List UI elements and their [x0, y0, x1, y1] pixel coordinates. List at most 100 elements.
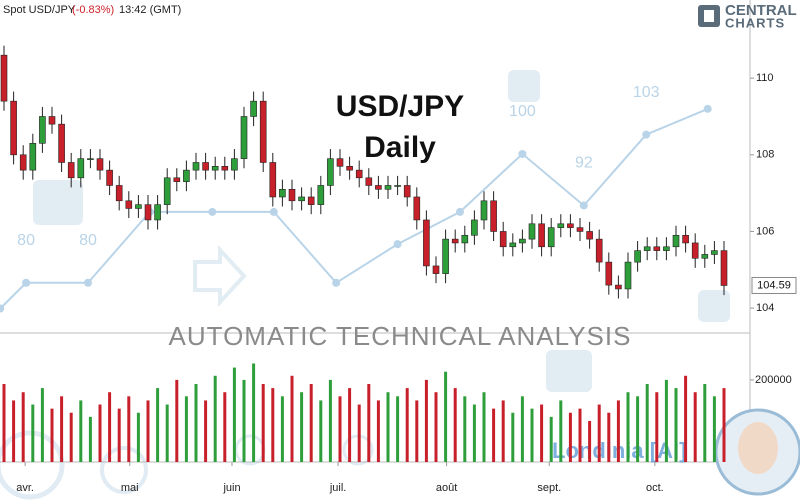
- candle-body: [595, 238, 603, 263]
- volume-bar: [405, 388, 409, 462]
- candle-body: [643, 246, 651, 251]
- indicator-point: [84, 278, 92, 287]
- volume-bar: [492, 408, 496, 462]
- volume-bar: [156, 388, 160, 462]
- candle-body: [720, 250, 728, 286]
- candle-body: [29, 143, 37, 171]
- volume-bar: [396, 396, 400, 462]
- icon: [33, 180, 83, 225]
- avatar-face: [738, 422, 778, 474]
- volume-bar: [616, 400, 620, 462]
- candle-body: [346, 166, 353, 171]
- volume-bar: [280, 396, 284, 462]
- candle-body: [163, 177, 171, 205]
- candle-body: [106, 169, 113, 186]
- candle-body: [403, 185, 411, 198]
- volume-bar: [626, 392, 630, 462]
- volume-bar: [204, 400, 208, 462]
- candle-body: [279, 189, 286, 198]
- candle-body: [307, 196, 315, 205]
- x-tick-label: mai: [121, 482, 139, 494]
- y-tick-label: 106: [756, 225, 774, 237]
- candle-body: [183, 169, 190, 182]
- icon: [546, 350, 592, 392]
- volume-bar: [69, 412, 73, 462]
- volume-bar: [607, 412, 611, 462]
- candle-body: [250, 100, 257, 117]
- volume-bar: [376, 400, 380, 462]
- brand-name: CHARTS: [725, 15, 785, 30]
- indicator-label: 80: [79, 232, 97, 249]
- candle-body: [653, 246, 661, 251]
- candle-body: [240, 116, 248, 159]
- candle-body: [144, 204, 152, 221]
- volume-bar: [588, 420, 592, 462]
- indicator-point: [393, 240, 402, 249]
- candle-body: [490, 200, 497, 232]
- candle-body: [125, 200, 133, 209]
- volume-bar: [175, 379, 179, 462]
- volume-bar: [722, 388, 726, 462]
- candle-body: [211, 166, 219, 171]
- candle-body: [480, 200, 488, 221]
- candle-body: [528, 223, 536, 240]
- volume-bar: [194, 384, 198, 462]
- indicator-point: [269, 207, 278, 216]
- candle-body: [154, 204, 161, 221]
- candle-body: [365, 177, 373, 186]
- candle-body: [567, 223, 574, 228]
- candle-body: [375, 185, 382, 190]
- candle-body: [509, 242, 517, 248]
- candle-body: [317, 185, 325, 205]
- x-tick-label: juil.: [329, 482, 347, 494]
- volume-bar: [664, 379, 668, 462]
- candle-body: [394, 185, 401, 187]
- candle-body: [538, 223, 545, 248]
- candle-body: [192, 162, 200, 171]
- volume-bar: [261, 384, 265, 462]
- volume-bar: [223, 392, 227, 462]
- volume-bar: [424, 379, 428, 462]
- volume-bar: [98, 404, 102, 462]
- volume-bar: [674, 388, 678, 462]
- candle-body: [96, 158, 104, 171]
- indicator-label: 100: [509, 103, 536, 120]
- candle-body: [672, 234, 680, 248]
- volume-bar: [88, 416, 92, 462]
- volume-bar: [693, 392, 697, 462]
- volume-bar: [568, 412, 572, 462]
- icon: [0, 430, 65, 500]
- volume-bar: [434, 392, 438, 462]
- volume-bar: [578, 408, 582, 462]
- indicator-point: [22, 278, 31, 287]
- volume-bar: [520, 396, 524, 462]
- indicator-line: [0, 107, 709, 310]
- candle-body: [135, 204, 142, 209]
- volume-bar: [108, 392, 112, 462]
- y-tick-label: 108: [756, 149, 774, 161]
- x-tick-label: oct.: [646, 482, 664, 494]
- candle-body: [221, 166, 229, 171]
- candle-body: [519, 238, 526, 244]
- candle-body: [288, 189, 296, 202]
- candle-body: [605, 261, 613, 286]
- brand-logo: [704, 10, 714, 22]
- candle-body: [115, 185, 123, 202]
- volume-bar: [453, 388, 457, 462]
- volume-bar: [367, 384, 371, 462]
- candle-body: [711, 250, 718, 255]
- chart-title: USD/JPY: [336, 90, 464, 123]
- volume-bar: [2, 384, 6, 462]
- volume-bar: [703, 384, 707, 462]
- candle-body: [423, 219, 430, 267]
- candle-body: [691, 242, 699, 259]
- volume-bar: [232, 367, 236, 462]
- indicator-point: [332, 278, 341, 287]
- volume-bar: [127, 396, 131, 462]
- volume-bar: [50, 408, 54, 462]
- volume-bar: [684, 375, 688, 462]
- indicator-point: [703, 104, 712, 113]
- candle-body: [202, 162, 209, 171]
- volume-bar: [415, 400, 419, 462]
- indicator-label: 80: [17, 232, 35, 249]
